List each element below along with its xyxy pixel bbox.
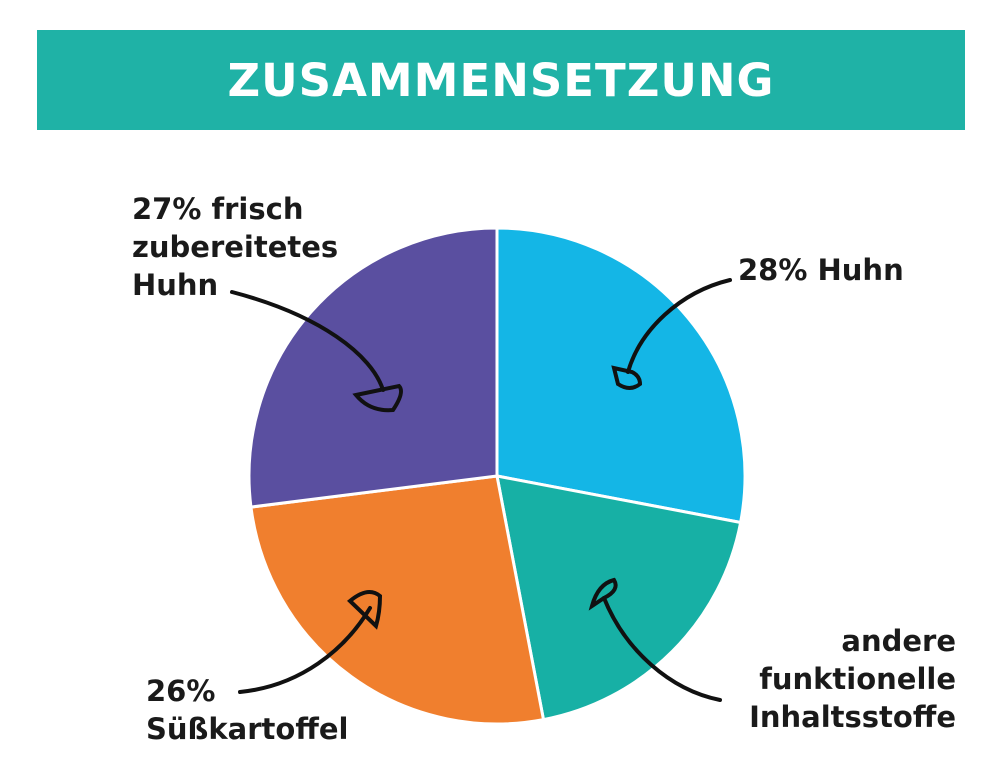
- slice-label-fresh-chicken: 27% frisch zubereitetes Huhn: [132, 190, 338, 304]
- slice-label-sweet-potato: 26% Süßkartoffel: [146, 672, 348, 748]
- pie-slice-2: [495, 474, 743, 722]
- label-line: andere: [841, 624, 956, 658]
- arrow-slice-2: [602, 596, 722, 702]
- arrow-head-1: [611, 365, 643, 390]
- arrow-head-3: [347, 590, 383, 630]
- arrow-head-2: [588, 577, 618, 611]
- arrow-slice-3: [238, 606, 372, 694]
- header-banner: ZUSAMMENSETZUNG: [37, 30, 965, 130]
- label-line: funktionelle: [759, 662, 956, 696]
- label-line: Huhn: [132, 268, 219, 302]
- label-line: 28% Huhn: [738, 253, 904, 287]
- label-line: Süßkartoffel: [146, 712, 349, 746]
- label-line: Inhaltsstoffe: [749, 700, 956, 734]
- arrow-slice-1: [626, 278, 732, 374]
- label-line: 27% frisch: [132, 192, 304, 226]
- label-arrows: [230, 278, 732, 702]
- arrow-slice-0: [230, 290, 385, 392]
- label-line: 26%: [146, 674, 216, 708]
- slice-label-other-ingredients: andere funktionelle Inhaltsstoffe: [716, 622, 956, 736]
- page-title: ZUSAMMENSETZUNG: [227, 53, 775, 107]
- arrow-head-0: [352, 383, 403, 413]
- label-line: zubereitetes: [132, 230, 339, 264]
- slice-label-chicken: 28% Huhn: [738, 251, 904, 289]
- pie-slice-3: [249, 474, 546, 726]
- pie-slice-1: [495, 226, 747, 525]
